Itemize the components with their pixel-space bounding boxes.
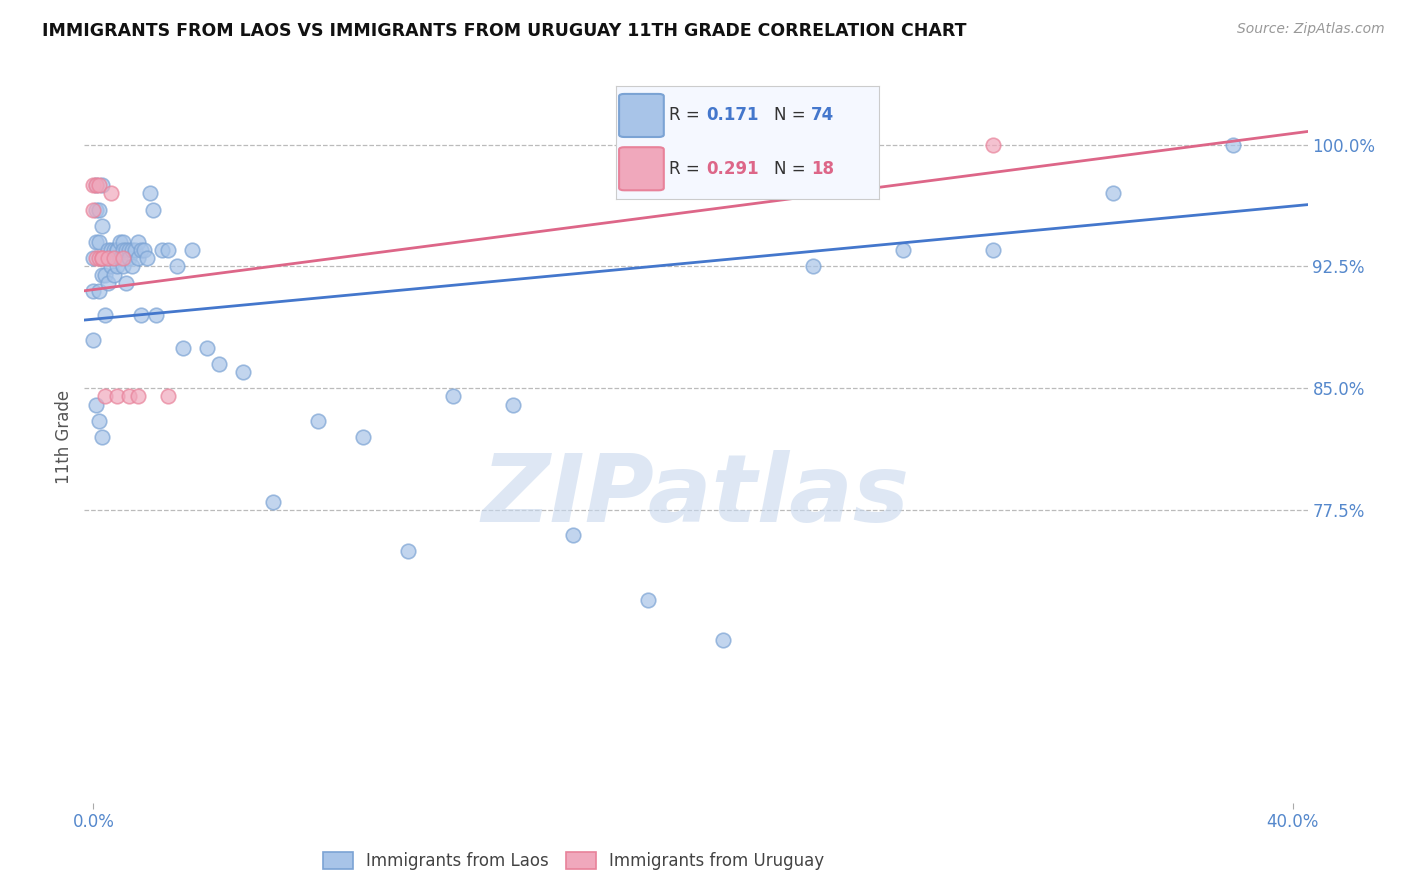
Point: [97, 276, 120, 290]
Point: [86, 252, 108, 266]
Point: [82, 178, 104, 193]
Point: [112, 260, 135, 274]
Point: [91, 252, 114, 266]
Point: [86, 398, 108, 412]
Point: [1222, 137, 1244, 152]
Point: [441, 389, 464, 403]
Point: [91, 178, 114, 193]
Point: [105, 260, 128, 274]
Text: ZIPatlas: ZIPatlas: [482, 450, 910, 541]
Point: [91, 252, 114, 266]
Point: [86, 235, 108, 249]
Point: [89, 178, 111, 193]
Point: [105, 389, 128, 403]
Point: [121, 243, 143, 257]
Point: [82, 333, 104, 347]
Point: [131, 308, 153, 322]
Legend: Immigrants from Laos, Immigrants from Uruguay: Immigrants from Laos, Immigrants from Ur…: [315, 844, 832, 879]
Point: [166, 260, 188, 274]
Point: [97, 243, 120, 257]
Point: [110, 252, 132, 266]
Point: [94, 389, 117, 403]
Point: [307, 414, 329, 428]
Point: [127, 252, 149, 266]
Point: [89, 284, 111, 298]
Point: [82, 202, 104, 217]
Point: [121, 260, 143, 274]
Point: [100, 243, 122, 257]
Point: [157, 243, 180, 257]
Point: [115, 276, 138, 290]
Point: [118, 389, 141, 403]
Point: [89, 235, 111, 249]
Point: [89, 252, 111, 266]
Point: [100, 260, 122, 274]
Point: [172, 341, 194, 355]
Point: [103, 243, 125, 257]
Point: [396, 544, 419, 558]
Point: [981, 137, 1004, 152]
Point: [105, 243, 128, 257]
Point: [115, 243, 138, 257]
Point: [89, 414, 111, 428]
Point: [711, 633, 734, 648]
Point: [1101, 186, 1123, 201]
Point: [127, 389, 149, 403]
Point: [145, 308, 167, 322]
Point: [86, 202, 108, 217]
Point: [637, 592, 659, 607]
Point: [112, 243, 135, 257]
Point: [262, 495, 284, 509]
Point: [91, 430, 114, 444]
Point: [157, 389, 180, 403]
Point: [103, 252, 125, 266]
Point: [118, 243, 141, 257]
Point: [105, 243, 128, 257]
Text: IMMIGRANTS FROM LAOS VS IMMIGRANTS FROM URUGUAY 11TH GRADE CORRELATION CHART: IMMIGRANTS FROM LAOS VS IMMIGRANTS FROM …: [42, 22, 967, 40]
Point: [86, 178, 108, 193]
Point: [136, 252, 159, 266]
Point: [97, 252, 120, 266]
Point: [139, 186, 162, 201]
Point: [891, 243, 914, 257]
Point: [502, 398, 524, 412]
Point: [142, 202, 165, 217]
Point: [134, 243, 156, 257]
Point: [131, 243, 153, 257]
Point: [91, 252, 114, 266]
Point: [150, 243, 173, 257]
Text: Source: ZipAtlas.com: Source: ZipAtlas.com: [1237, 22, 1385, 37]
Point: [94, 252, 117, 266]
Point: [124, 243, 146, 257]
Point: [352, 430, 374, 444]
Point: [89, 202, 111, 217]
Point: [100, 252, 122, 266]
Point: [181, 243, 204, 257]
Point: [91, 219, 114, 233]
Point: [110, 235, 132, 249]
Point: [118, 252, 141, 266]
Point: [103, 268, 125, 282]
Point: [91, 268, 114, 282]
Point: [94, 268, 117, 282]
Point: [97, 252, 120, 266]
Point: [82, 252, 104, 266]
Point: [100, 186, 122, 201]
Point: [94, 308, 117, 322]
Point: [208, 357, 231, 371]
Point: [82, 284, 104, 298]
Point: [562, 527, 585, 541]
Point: [232, 365, 254, 379]
Point: [103, 252, 125, 266]
Point: [195, 341, 218, 355]
Point: [112, 252, 135, 266]
Point: [981, 243, 1004, 257]
Y-axis label: 11th Grade: 11th Grade: [55, 390, 73, 484]
Point: [801, 260, 824, 274]
Point: [127, 235, 149, 249]
Point: [112, 235, 135, 249]
Point: [86, 178, 108, 193]
